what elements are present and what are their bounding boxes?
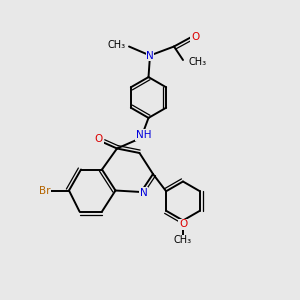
Text: CH₃: CH₃ — [174, 235, 192, 245]
Text: CH₃: CH₃ — [188, 57, 206, 68]
Text: O: O — [179, 219, 187, 229]
Text: O: O — [95, 134, 103, 145]
Text: N: N — [140, 188, 147, 198]
Text: O: O — [191, 32, 199, 43]
Text: CH₃: CH₃ — [108, 40, 126, 50]
Text: NH: NH — [136, 130, 151, 140]
Text: N: N — [146, 50, 154, 61]
Text: Br: Br — [39, 185, 51, 196]
